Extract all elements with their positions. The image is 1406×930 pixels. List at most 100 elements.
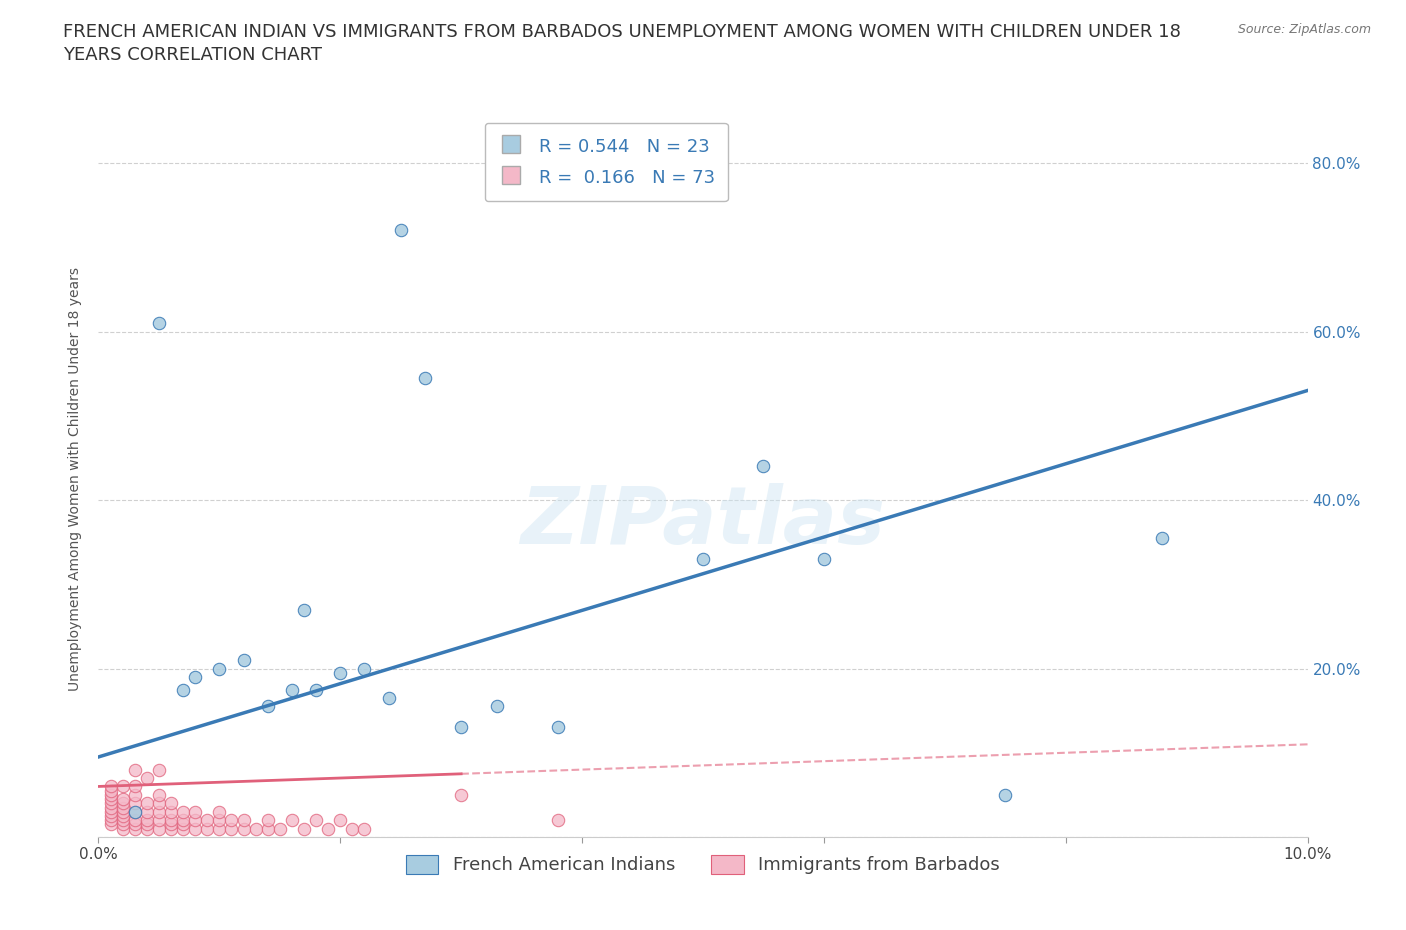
Point (135, 821, 157, 836)
Point (232, 653, 254, 668)
Point (353, 661, 375, 676)
Point (124, 804, 146, 819)
Point (281, 682, 304, 697)
Point (124, 821, 146, 836)
Point (221, 821, 243, 836)
Point (100, 813, 122, 828)
Point (329, 665, 352, 680)
Text: Source: ZipAtlas.com: Source: ZipAtlas.com (1237, 23, 1371, 36)
Point (232, 821, 254, 836)
Point (100, 791, 122, 806)
Point (135, 804, 157, 819)
Point (813, 551, 835, 566)
Point (389, 223, 412, 238)
Point (160, 804, 183, 819)
Point (269, 821, 291, 836)
Point (111, 791, 134, 806)
Point (450, 720, 472, 735)
Point (208, 813, 231, 828)
Point (135, 817, 157, 831)
Point (124, 817, 146, 831)
Point (160, 796, 183, 811)
Y-axis label: Unemployment Among Women with Children Under 18 years: Unemployment Among Women with Children U… (69, 267, 83, 691)
Point (148, 788, 170, 803)
Point (172, 804, 194, 819)
Point (124, 813, 146, 828)
Point (148, 813, 170, 828)
Point (256, 813, 278, 828)
Point (486, 699, 509, 714)
Point (172, 682, 194, 697)
Point (994, 788, 1017, 803)
Point (172, 821, 194, 836)
Point (329, 813, 352, 828)
Point (160, 821, 183, 836)
Point (124, 796, 146, 811)
Point (148, 796, 170, 811)
Point (148, 315, 170, 330)
Point (124, 788, 146, 803)
Point (100, 808, 122, 823)
Point (124, 763, 146, 777)
Point (100, 804, 122, 819)
Point (292, 821, 315, 836)
Point (232, 813, 254, 828)
Point (413, 370, 436, 385)
Text: YEARS CORRELATION CHART: YEARS CORRELATION CHART (63, 46, 322, 64)
Point (100, 779, 122, 794)
Point (160, 817, 183, 831)
Point (172, 813, 194, 828)
Text: ZIPatlas: ZIPatlas (520, 483, 886, 561)
Point (100, 796, 122, 811)
Point (100, 788, 122, 803)
Point (111, 800, 134, 815)
Point (148, 804, 170, 819)
Point (124, 804, 146, 819)
Point (208, 821, 231, 836)
Point (195, 821, 218, 836)
Point (292, 602, 315, 617)
Text: FRENCH AMERICAN INDIAN VS IMMIGRANTS FROM BARBADOS UNEMPLOYMENT AMONG WOMEN WITH: FRENCH AMERICAN INDIAN VS IMMIGRANTS FRO… (63, 23, 1181, 41)
Point (148, 821, 170, 836)
Point (281, 813, 304, 828)
Point (353, 821, 375, 836)
Point (221, 813, 243, 828)
Point (245, 821, 267, 836)
Point (316, 821, 339, 836)
Point (148, 763, 170, 777)
Point (111, 796, 134, 811)
Point (752, 458, 775, 473)
Point (450, 788, 472, 803)
Point (208, 661, 231, 676)
Point (184, 821, 207, 836)
Point (305, 813, 328, 828)
Point (305, 682, 328, 697)
Point (100, 800, 122, 815)
Point (692, 551, 714, 566)
Point (1152, 530, 1174, 545)
Point (111, 821, 134, 836)
Point (547, 720, 569, 735)
Point (256, 699, 278, 714)
Point (135, 813, 157, 828)
Point (111, 813, 134, 828)
Point (111, 817, 134, 831)
Point (160, 813, 183, 828)
Point (184, 670, 207, 684)
Point (184, 804, 207, 819)
Point (547, 813, 569, 828)
Point (111, 804, 134, 819)
Point (377, 691, 399, 706)
Point (195, 813, 218, 828)
Point (111, 808, 134, 823)
Point (100, 783, 122, 798)
Point (135, 771, 157, 786)
Point (135, 796, 157, 811)
Point (184, 813, 207, 828)
Point (124, 779, 146, 794)
Point (100, 817, 122, 831)
Point (172, 817, 194, 831)
Point (342, 821, 364, 836)
Legend: French American Indians, Immigrants from Barbados: French American Indians, Immigrants from… (399, 848, 1007, 882)
Point (111, 779, 134, 794)
